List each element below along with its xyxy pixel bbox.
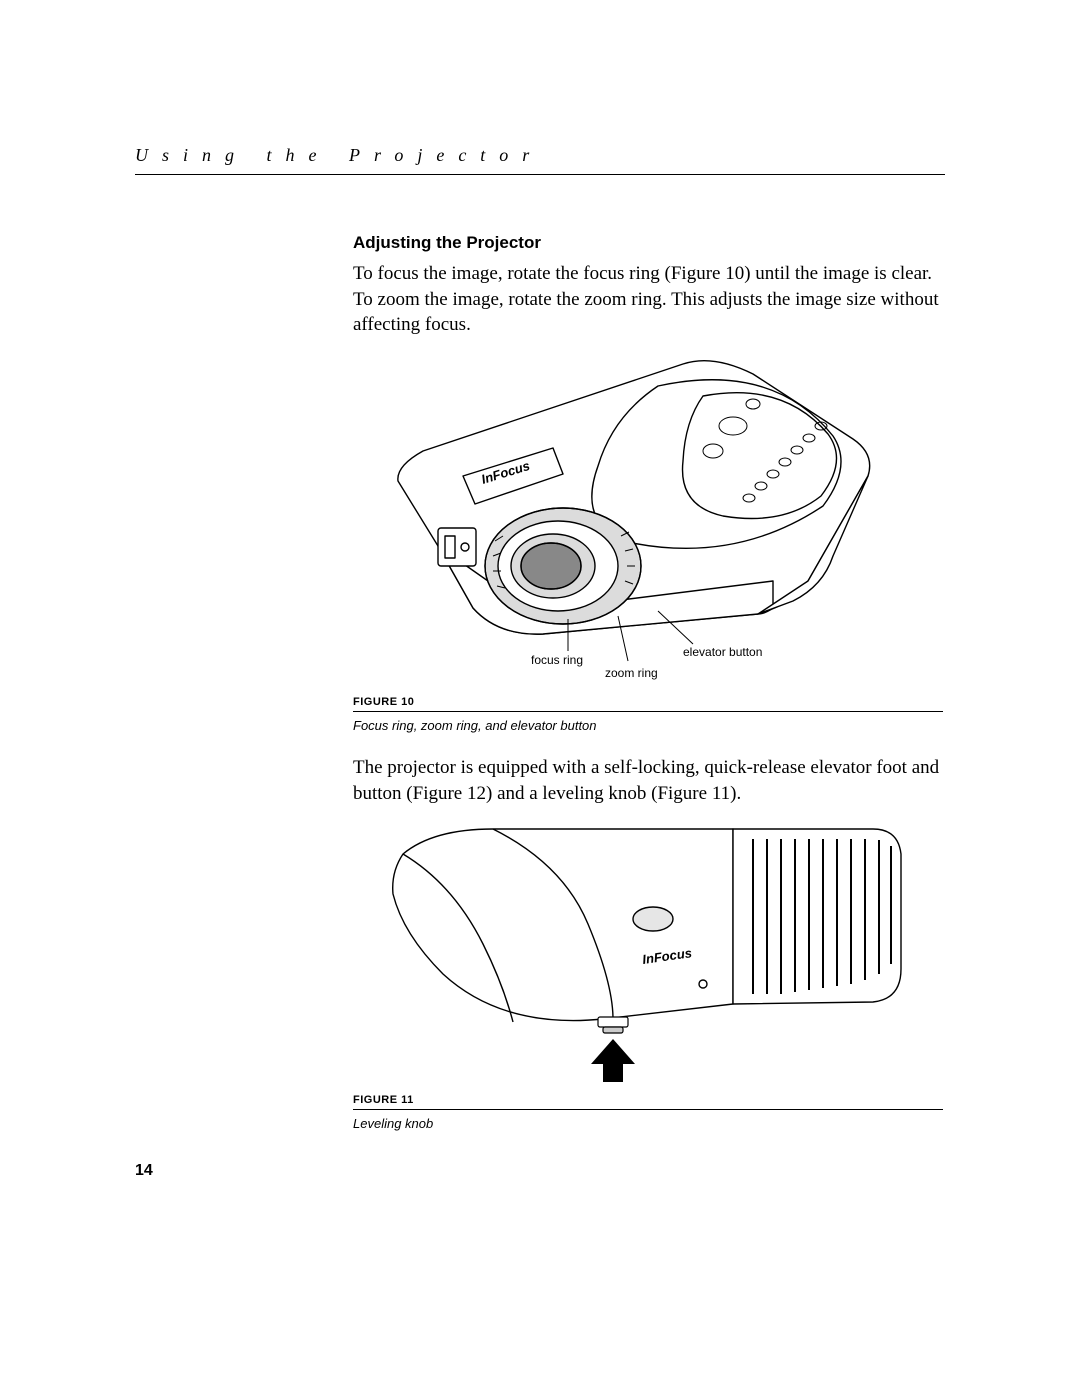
- figure-10-illustration: InFocus focus ring zoom ring elevator bu…: [353, 356, 943, 686]
- callout-elevator-button: elevator button: [683, 645, 762, 659]
- arrow-up-icon: [591, 1039, 635, 1082]
- figure-11-label: FIGURE 11: [353, 1094, 943, 1109]
- figure-10-rule: [353, 711, 943, 712]
- callout-zoom-ring: zoom ring: [605, 666, 658, 680]
- section-heading: Adjusting the Projector: [353, 233, 943, 253]
- figure-10-label: FIGURE 10: [353, 696, 943, 711]
- running-header: Using the Projector: [135, 145, 945, 174]
- main-content: Adjusting the Projector To focus the ima…: [353, 233, 943, 1131]
- page-number: 14: [135, 1162, 153, 1180]
- body-paragraph-2: The projector is equipped with a self-lo…: [353, 755, 943, 806]
- header-rule: [135, 174, 945, 175]
- figure-11: InFocus: [353, 824, 943, 1084]
- figure-label-number: 10: [401, 696, 414, 708]
- figure-11-caption: Leveling knob: [353, 1116, 943, 1131]
- figure-label-prefix: FIGURE: [353, 696, 398, 708]
- figure-label-prefix-2: FIGURE: [353, 1094, 398, 1106]
- figure-10: InFocus focus ring zoom ring elevator bu…: [353, 356, 943, 686]
- figure-10-caption: Focus ring, zoom ring, and elevator butt…: [353, 718, 943, 733]
- figure-label-number-2: 11: [401, 1094, 414, 1106]
- callout-focus-ring: focus ring: [531, 653, 583, 667]
- body-paragraph-1: To focus the image, rotate the focus rin…: [353, 261, 943, 338]
- figure-11-illustration: InFocus: [353, 824, 943, 1084]
- figure-11-rule: [353, 1109, 943, 1110]
